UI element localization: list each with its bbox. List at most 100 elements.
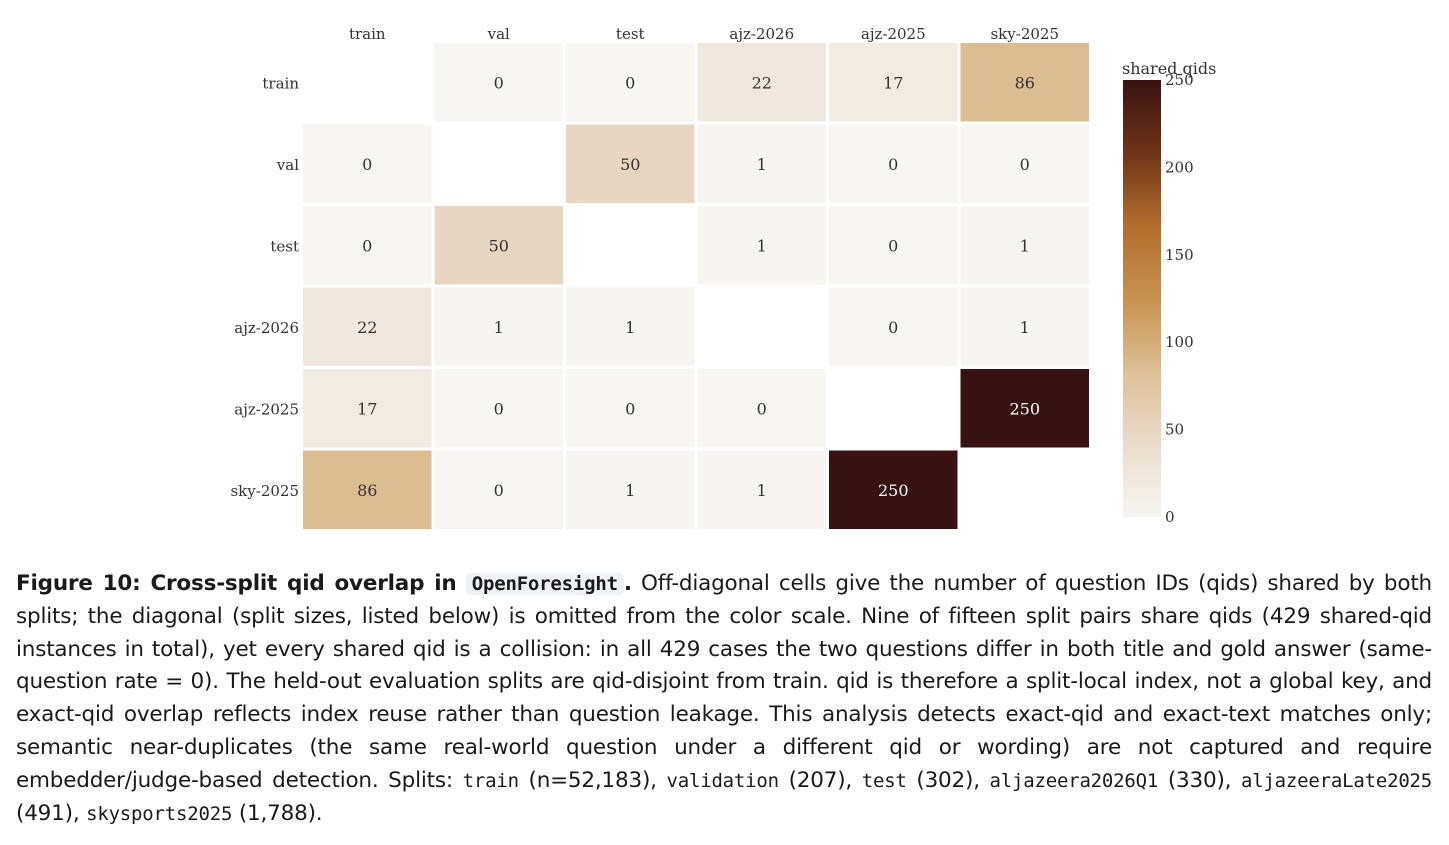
heatmap-cell-value: 0 [888,318,898,337]
column-label-test: test [616,25,645,43]
heatmap-cell-test-train [303,206,432,285]
heatmap-cell-ajz-2025-test [566,369,695,448]
heatmap-cell-value: 50 [489,236,509,255]
row-label-train: train [262,74,299,92]
heatmap-cell-ajz-2026-val [434,287,563,366]
heatmap-cell-test-ajz-2026 [697,206,826,285]
split-size: (491), [16,800,87,826]
heatmap-cell-ajz-2025-val [434,369,563,448]
heatmap-cell-test-sky-2025 [960,206,1089,285]
heatmap-cell-sky-2025-train [303,450,432,529]
split-size: (302), [906,767,990,793]
heatmap-cell-ajz-2025-ajz-2026 [697,369,826,448]
heatmap-cell-ajz-2025-sky-2025 [960,369,1089,448]
heatmap-cell-value: 1 [757,155,767,174]
heatmap-cell-value: 0 [1020,155,1030,174]
split-name-skysports2025: skysports2025 [86,802,233,825]
heatmap-cell-train-ajz-2026 [697,43,826,122]
split-name-validation: validation [666,769,779,792]
caption-splits: train (n=52,183), validation (207), test… [16,768,1432,826]
heatmap-cell-sky-2025-ajz-2025 [829,450,958,529]
heatmap-cell-value: 0 [494,481,504,500]
heatmap-cell-val-ajz-2025 [829,124,958,203]
heatmap-cell-val-ajz-2026 [697,124,826,203]
caption-body: Off-diagonal cells give the number of qu… [16,571,1432,793]
split-size: (207), [778,767,862,793]
heatmap-cell-sky-2025-val [434,450,563,529]
heatmap-cell-value: 86 [1015,73,1035,92]
heatmap-cell-value: 0 [757,399,767,418]
heatmap-cell-value: 250 [878,481,909,500]
heatmap-cell-train-sky-2025 [960,43,1089,122]
split-name-aljazeeraLate2025: aljazeeraLate2025 [1240,769,1433,792]
heatmap-cell-val-train [303,124,432,203]
heatmap-cell-ajz-2026-sky-2025 [960,287,1089,366]
heatmap-cell-value: 22 [357,318,377,337]
column-label-ajz-2026: ajz-2026 [729,25,794,43]
heatmap-cell-value: 1 [625,318,635,337]
caption-dataset-name: OpenForesight [465,573,624,595]
heatmap-cell-value: 17 [357,399,377,418]
heatmap-cell-value: 0 [888,155,898,174]
row-label-ajz-2025: ajz-2025 [234,400,299,418]
heatmap-cell-ajz-2026-ajz-2025 [829,287,958,366]
colorbar-tick-label: 50 [1165,421,1184,439]
heatmap-cell-value: 0 [888,236,898,255]
column-label-sky-2025: sky-2025 [990,25,1059,43]
heatmap-cell-value: 1 [757,481,767,500]
heatmap-cell-value: 1 [494,318,504,337]
heatmap-cell-value: 1 [757,236,767,255]
split-name-aljazeera2026Q1: aljazeera2026Q1 [989,769,1159,792]
figure-caption: Figure 10: Cross-split qid overlap in Op… [16,568,1432,830]
colorbar-tick-label: 150 [1165,246,1194,264]
colorbar-tick-label: 100 [1165,333,1194,351]
colorbar-tick-label: 0 [1165,508,1175,526]
heatmap-cell-value: 17 [883,73,903,92]
heatmap-cell-sky-2025-ajz-2026 [697,450,826,529]
heatmap-cell-value: 1 [1020,236,1030,255]
split-size: (1,788). [232,800,323,826]
heatmap-cell-value: 0 [625,399,635,418]
column-label-val: val [487,25,510,43]
heatmap-cell-ajz-2025-train [303,369,432,448]
split-name-train: train [462,769,519,792]
row-label-sky-2025: sky-2025 [230,482,299,500]
heatmap-cell-value: 250 [1009,399,1040,418]
split-size: (330), [1158,767,1241,793]
column-label-train: train [349,25,386,43]
heatmap-cell-val-sky-2025 [960,124,1089,203]
colorbar-title: shared qids [1122,59,1216,78]
column-label-ajz-2025: ajz-2025 [861,25,926,43]
heatmap-cell-sky-2025-test [566,450,695,529]
heatmap-cell-test-val [434,206,563,285]
colorbar: shared qids 0 50 100 150 200 250 [1122,59,1216,526]
heatmap-cell-value: 22 [752,73,772,92]
heatmap-cell-ajz-2026-train [303,287,432,366]
heatmap-cell-value: 0 [362,236,372,255]
heatmap-cell-value: 1 [1020,318,1030,337]
heatmap-cell-train-ajz-2025 [829,43,958,122]
heatmap-cell-ajz-2026-test [566,287,695,366]
split-size: (n=52,183), [518,767,667,793]
colorbar-tick-label: 200 [1165,158,1194,176]
row-label-test: test [270,237,299,255]
heatmap-cell-value: 0 [494,399,504,418]
heatmap-cell-test-ajz-2025 [829,206,958,285]
heatmap-cell-train-val [434,43,563,122]
colorbar-gradient [1123,80,1161,517]
heatmap-cell-value: 0 [625,73,635,92]
heatmap-cell-value: 1 [625,481,635,500]
heatmap-cell-value: 0 [494,73,504,92]
heatmap-cell-value: 0 [362,155,372,174]
heatmap-cell-val-test [566,124,695,203]
row-label-ajz-2026: ajz-2026 [234,319,299,337]
row-label-val: val [276,156,299,174]
colorbar-tick-label: 250 [1165,71,1194,89]
split-name-test: test [861,769,907,792]
caption-label-end: . [623,571,632,596]
caption-label: Figure 10: Cross-split qid overlap in [16,571,457,596]
heatmap-cell-value: 50 [620,155,640,174]
heatmap-cell-value: 86 [357,481,377,500]
heatmap-cell-train-test [566,43,695,122]
